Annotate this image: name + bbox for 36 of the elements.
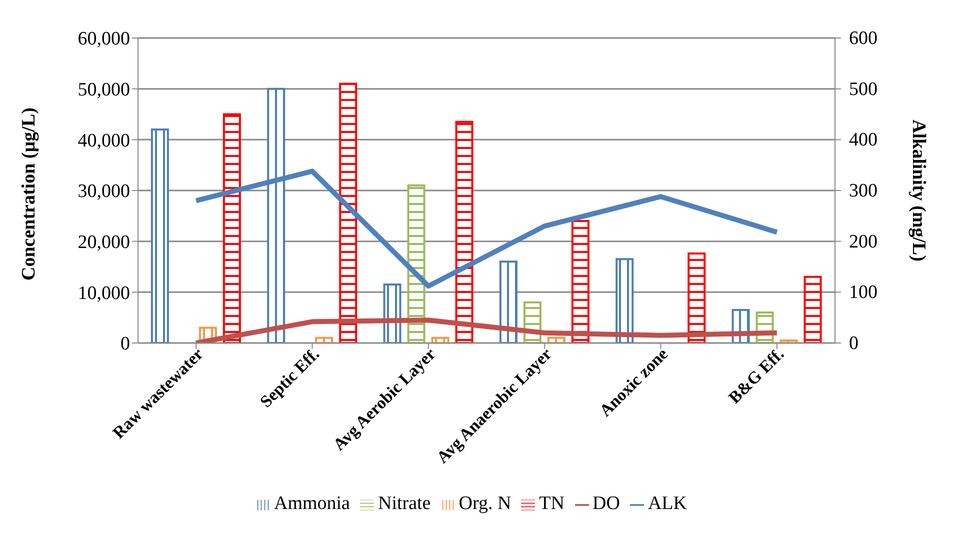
bar xyxy=(571,220,590,343)
bar xyxy=(431,336,450,343)
y-tick-label: 0 xyxy=(120,334,130,355)
y-tick-label: 30,000 xyxy=(78,181,130,202)
bar xyxy=(616,258,634,343)
bar xyxy=(688,252,706,343)
y2-tick-label: 0 xyxy=(849,333,858,354)
bar xyxy=(455,120,474,343)
y2-tick-label: 200 xyxy=(849,231,878,252)
y-axis-title: Concentration (µg/L) xyxy=(18,108,40,280)
legend-label: Org. N xyxy=(458,493,512,514)
legend-label: Nitrate xyxy=(378,493,431,514)
y-tick-label: 20,000 xyxy=(78,232,130,254)
y2-tick-label: 600 xyxy=(849,28,878,49)
y2-tick-label: 400 xyxy=(849,130,878,151)
bar xyxy=(407,184,426,343)
legend-label: Ammonia xyxy=(274,493,350,514)
bar xyxy=(804,276,822,343)
bar xyxy=(547,336,566,343)
y2-tick-label: 500 xyxy=(849,78,878,100)
y2-axis-title: Alkalinity (mg/L) xyxy=(908,120,929,262)
bar xyxy=(150,128,169,343)
legend-label: DO xyxy=(592,493,620,514)
legend-label: ALK xyxy=(648,493,688,514)
bar xyxy=(383,284,402,343)
bar xyxy=(222,113,241,343)
legend-label: TN xyxy=(539,493,564,514)
y-tick-label: 60,000 xyxy=(78,28,130,50)
y2-tick-label: 300 xyxy=(849,180,878,202)
y2-tick-label: 100 xyxy=(849,282,878,304)
bar xyxy=(339,82,358,343)
y-tick-label: 50,000 xyxy=(78,80,130,101)
y-tick-label: 10,000 xyxy=(78,282,130,304)
bar xyxy=(499,260,518,343)
y-tick-label: 40,000 xyxy=(78,130,130,152)
bar xyxy=(315,336,334,343)
